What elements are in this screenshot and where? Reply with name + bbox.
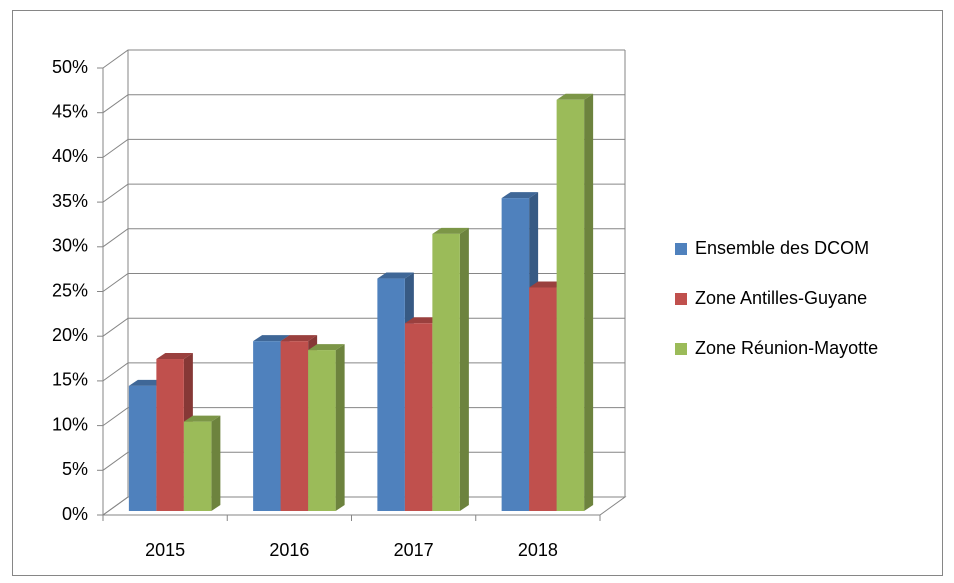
y-tick-label: 20%	[52, 325, 88, 345]
bar-front	[529, 287, 557, 511]
x-tick-label: 2017	[394, 540, 434, 560]
bar-front	[432, 233, 460, 512]
bar-front	[404, 323, 433, 511]
bar-front	[377, 278, 405, 511]
bar-front	[253, 341, 281, 511]
legend-swatch	[675, 293, 687, 305]
legend-label: Zone Antilles-Guyane	[695, 288, 867, 308]
y-tick-label: 5%	[62, 459, 88, 479]
bar-front	[128, 385, 157, 511]
bar-top	[156, 353, 193, 360]
bar-side	[335, 344, 345, 511]
legend-label: Zone Réunion-Mayotte	[695, 338, 878, 358]
legend-label: Ensemble des DCOM	[695, 238, 869, 258]
grid-line	[102, 183, 625, 203]
bar-top	[556, 93, 594, 100]
bar-front	[308, 350, 336, 511]
bar-top	[501, 192, 539, 199]
bar-front	[280, 341, 309, 511]
x-tick-label: 2016	[269, 540, 309, 560]
y-tick-label: 40%	[52, 146, 88, 166]
bar-top	[128, 379, 166, 386]
grid-line	[102, 49, 625, 69]
bar-top	[280, 335, 318, 342]
y-tick-label: 35%	[52, 191, 88, 211]
bar-top	[432, 227, 469, 234]
y-tick-label: 10%	[52, 414, 88, 434]
bar-front	[501, 198, 530, 511]
bar-top	[377, 272, 414, 279]
bar-top	[529, 281, 566, 288]
bar-front	[183, 421, 212, 511]
y-tick-label: 0%	[62, 504, 88, 524]
y-tick-label: 45%	[52, 101, 88, 121]
bar-side	[459, 227, 469, 512]
y-tick-label: 30%	[52, 236, 88, 256]
legend-swatch	[675, 243, 687, 255]
bar-top	[308, 344, 345, 351]
bar	[556, 93, 594, 511]
bar-front	[156, 359, 184, 511]
bar	[432, 227, 469, 512]
y-tick-label: 50%	[52, 57, 88, 77]
y-tick-label: 25%	[52, 280, 88, 300]
x-tick-label: 2018	[518, 540, 558, 560]
bar-top	[183, 415, 221, 422]
bar-side	[211, 415, 221, 511]
bar-top	[404, 317, 442, 324]
bar-side	[584, 93, 594, 511]
legend-swatch	[675, 343, 687, 355]
grid-line	[102, 94, 625, 114]
y-tick-label: 15%	[52, 370, 88, 390]
bar-front	[556, 99, 585, 511]
bar	[183, 415, 221, 511]
x-tick-label: 2015	[145, 540, 185, 560]
bar-top	[253, 335, 290, 342]
grid-line	[102, 138, 625, 158]
bar	[308, 344, 345, 511]
